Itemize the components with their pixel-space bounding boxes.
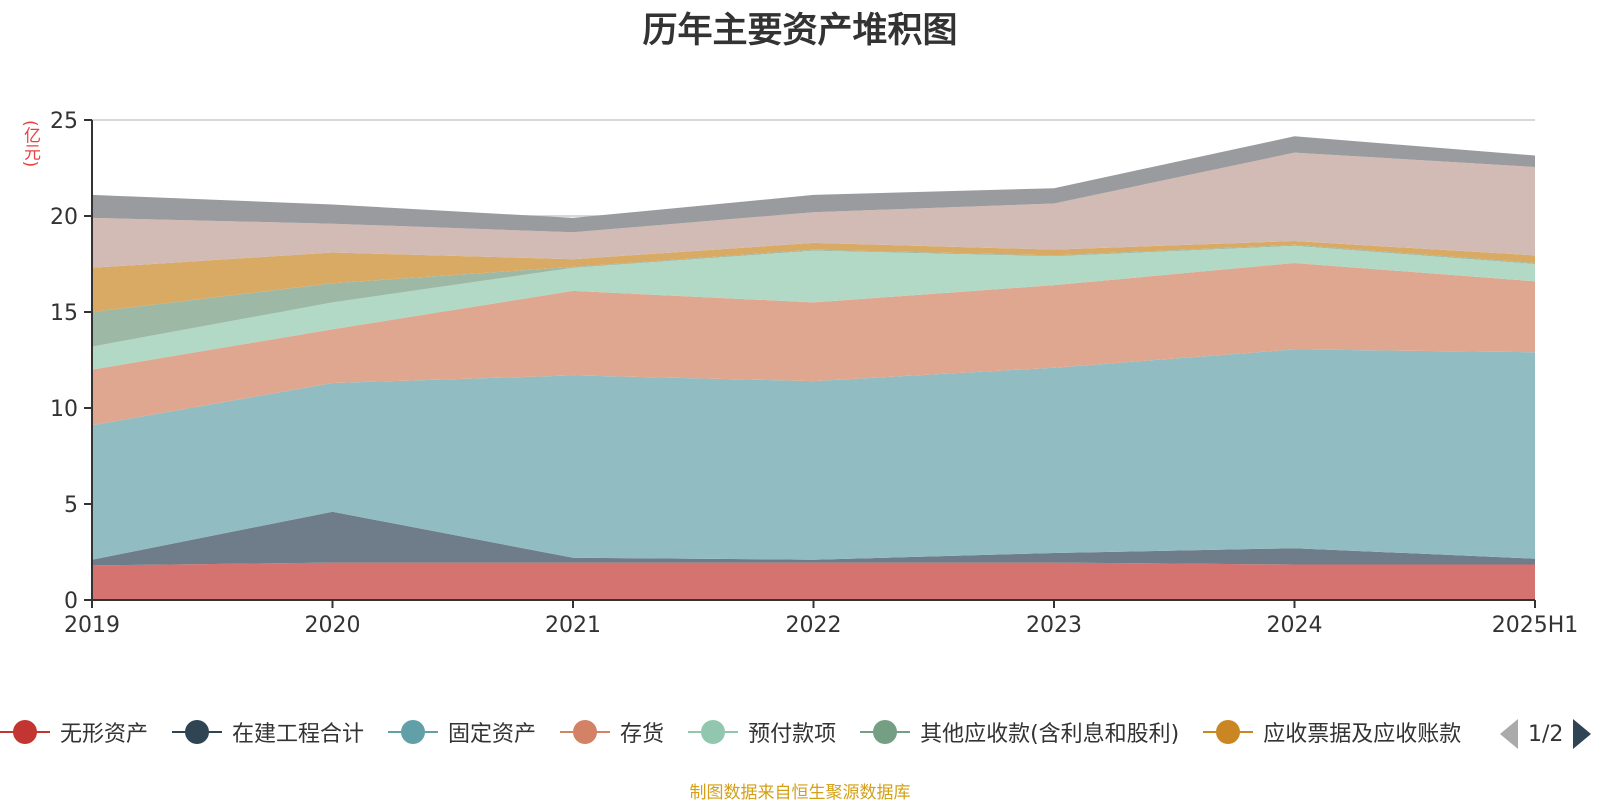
legend-marker-icon xyxy=(1203,719,1254,745)
x-tick-label: 2025H1 xyxy=(1492,613,1579,638)
legend-marker-icon xyxy=(388,719,439,745)
legend-label: 固定资产 xyxy=(448,722,537,747)
area-series-3 xyxy=(92,263,1535,426)
legend-marker-icon xyxy=(860,719,911,745)
area-series xyxy=(92,136,1535,600)
legend-marker-icon xyxy=(0,719,50,745)
legend-item[interactable]: 预付款项 xyxy=(688,714,836,750)
area-series-0 xyxy=(92,562,1535,600)
y-tick-label: 5 xyxy=(64,493,78,518)
legend-label: 在建工程合计 xyxy=(232,722,365,747)
area-series-1 xyxy=(92,511,1535,566)
legend-label: 存货 xyxy=(620,722,665,747)
legend-items: 无形资产 在建工程合计 固定资产 存货 预付款项 其他应收款(含利息和股利) 应收票据及应收… xyxy=(0,714,1480,754)
legend-item[interactable]: 存货 xyxy=(560,714,664,750)
area-series-7 xyxy=(92,152,1535,268)
area-series-8 xyxy=(92,136,1535,233)
legend-label: 应收票据及应收账款 xyxy=(1263,722,1462,747)
y-tick-label: 25 xyxy=(50,109,78,134)
x-tick-label: 2023 xyxy=(1026,613,1082,638)
area-series-4 xyxy=(92,245,1535,370)
stacked-area-chart: 0 5 10 15 20 25 2019 2020 2021 2022 2023 2024 2025H1 xyxy=(50,109,1578,638)
legend-next-icon[interactable] xyxy=(1573,719,1592,749)
legend-label: 预付款项 xyxy=(748,722,837,747)
x-tick-label: 2021 xyxy=(545,613,601,638)
y-tick-label: 0 xyxy=(64,589,78,614)
legend: 无形资产 在建工程合计 固定资产 存货 预付款项 其他应收款(含利息和股利) 应收票据及应收… xyxy=(0,714,1600,754)
legend-page-indicator: 1/2 xyxy=(1528,721,1564,747)
legend-label: 其他应收款(含利息和股利) xyxy=(920,722,1180,747)
data-source-note: 制图数据来自恒生聚源数据库 xyxy=(689,783,911,803)
legend-pager: 1/2 xyxy=(1500,716,1592,752)
legend-marker-icon xyxy=(560,719,611,745)
legend-item[interactable]: 无形资产 xyxy=(0,714,148,750)
legend-marker-icon xyxy=(172,719,223,745)
axes: 0 5 10 15 20 25 2019 2020 2021 2022 2023 2024 2025H1 xyxy=(50,109,1578,638)
y-tick-label: 15 xyxy=(50,301,78,326)
area-series-6 xyxy=(92,241,1535,312)
x-tick-label: 2024 xyxy=(1267,613,1323,638)
legend-label: 无形资产 xyxy=(60,722,149,747)
legend-item[interactable]: 固定资产 xyxy=(388,714,536,750)
legend-item[interactable]: 其他应收款(含利息和股利) xyxy=(860,714,1179,750)
legend-prev-icon[interactable] xyxy=(1500,719,1518,749)
x-tick-label: 2022 xyxy=(786,613,842,638)
y-axis-unit: (亿元) xyxy=(20,120,40,168)
y-tick-label: 20 xyxy=(50,205,78,230)
legend-item[interactable]: 应收票据及应收账款 xyxy=(1203,714,1461,750)
x-tick-label: 2020 xyxy=(305,613,361,638)
legend-marker-icon xyxy=(688,719,739,745)
x-tick-label: 2019 xyxy=(64,613,120,638)
y-tick-label: 10 xyxy=(50,397,78,422)
legend-item[interactable]: 在建工程合计 xyxy=(172,714,364,750)
area-series-2 xyxy=(92,349,1535,560)
chart-title: 历年主要资产堆积图 xyxy=(642,11,958,51)
